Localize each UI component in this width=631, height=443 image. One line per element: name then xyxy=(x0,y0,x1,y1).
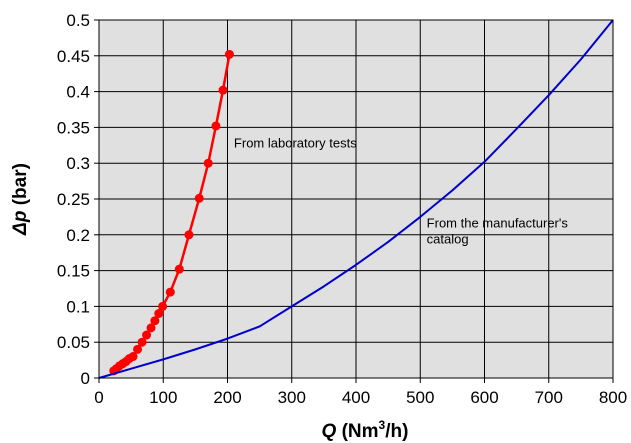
data-point xyxy=(154,309,164,319)
y-tick-label: 0.5 xyxy=(66,11,90,30)
y-axis-title: Δp (bar) xyxy=(10,163,31,236)
x-tick-label: 500 xyxy=(406,388,434,407)
x-tick-label: 400 xyxy=(342,388,370,407)
x-tick-label: 0 xyxy=(94,388,103,407)
data-point xyxy=(211,121,221,131)
plot-frame xyxy=(98,19,614,379)
y-axis-symbol: Δp xyxy=(10,211,31,236)
data-point xyxy=(165,287,175,297)
y-tick-label: 0.15 xyxy=(57,262,90,281)
y-tick-label: 0 xyxy=(81,369,90,388)
data-point xyxy=(142,330,152,340)
series-layer xyxy=(98,19,614,379)
y-tick-label: 0.3 xyxy=(66,154,90,173)
data-point xyxy=(224,49,234,59)
y-tick-label: 0.25 xyxy=(57,190,90,209)
data-point xyxy=(158,301,168,311)
data-point xyxy=(184,230,194,240)
data-point xyxy=(203,158,213,168)
data-point xyxy=(128,352,138,362)
x-tick-label: 600 xyxy=(470,388,498,407)
data-point xyxy=(218,85,228,95)
x-tick-label: 200 xyxy=(213,388,241,407)
annotations: From laboratory tests From the manufactur… xyxy=(234,135,568,246)
data-point xyxy=(146,323,156,333)
x-tick-label: 800 xyxy=(599,388,627,407)
y-tick-labels: 0 0.05 0.1 0.15 0.2 0.25 0.3 0.35 0.4 0.45 0.5 xyxy=(57,11,90,388)
annotation-label: From laboratory tests xyxy=(234,135,357,150)
y-tick-label: 0.4 xyxy=(66,83,90,102)
data-point xyxy=(150,316,160,326)
series-laboratory-tests xyxy=(109,49,234,376)
y-tick-label: 0.1 xyxy=(66,297,90,316)
y-tick-label: 0.45 xyxy=(57,47,90,66)
x-tick-labels: 0 100 200 300 400 500 600 700 800 xyxy=(94,388,627,407)
data-point xyxy=(194,193,204,203)
x-axis-title: Q (Nm3/h) xyxy=(322,418,409,442)
data-point xyxy=(137,337,147,347)
data-point xyxy=(133,344,143,354)
x-axis-unit-suffix: /h) xyxy=(385,421,408,442)
series-manufacturer-catalog xyxy=(98,19,614,379)
y-tick-label: 0.05 xyxy=(57,333,90,352)
y-tick-label: 0.35 xyxy=(57,118,90,137)
x-axis-unit-prefix: (Nm xyxy=(336,421,378,442)
x-axis-symbol: Q xyxy=(322,421,337,442)
y-axis-unit: (bar) xyxy=(10,163,31,211)
x-tick-label: 100 xyxy=(149,388,177,407)
y-tick-label: 0.2 xyxy=(66,226,90,245)
x-axis-unit-sup: 3 xyxy=(379,418,386,432)
x-tick-label: 300 xyxy=(278,388,306,407)
x-tick-label: 700 xyxy=(535,388,563,407)
annotation-label: From the manufacturer's xyxy=(427,216,569,231)
data-point xyxy=(174,264,184,274)
annotation-label: catalog xyxy=(427,232,469,247)
series-line xyxy=(98,19,614,379)
